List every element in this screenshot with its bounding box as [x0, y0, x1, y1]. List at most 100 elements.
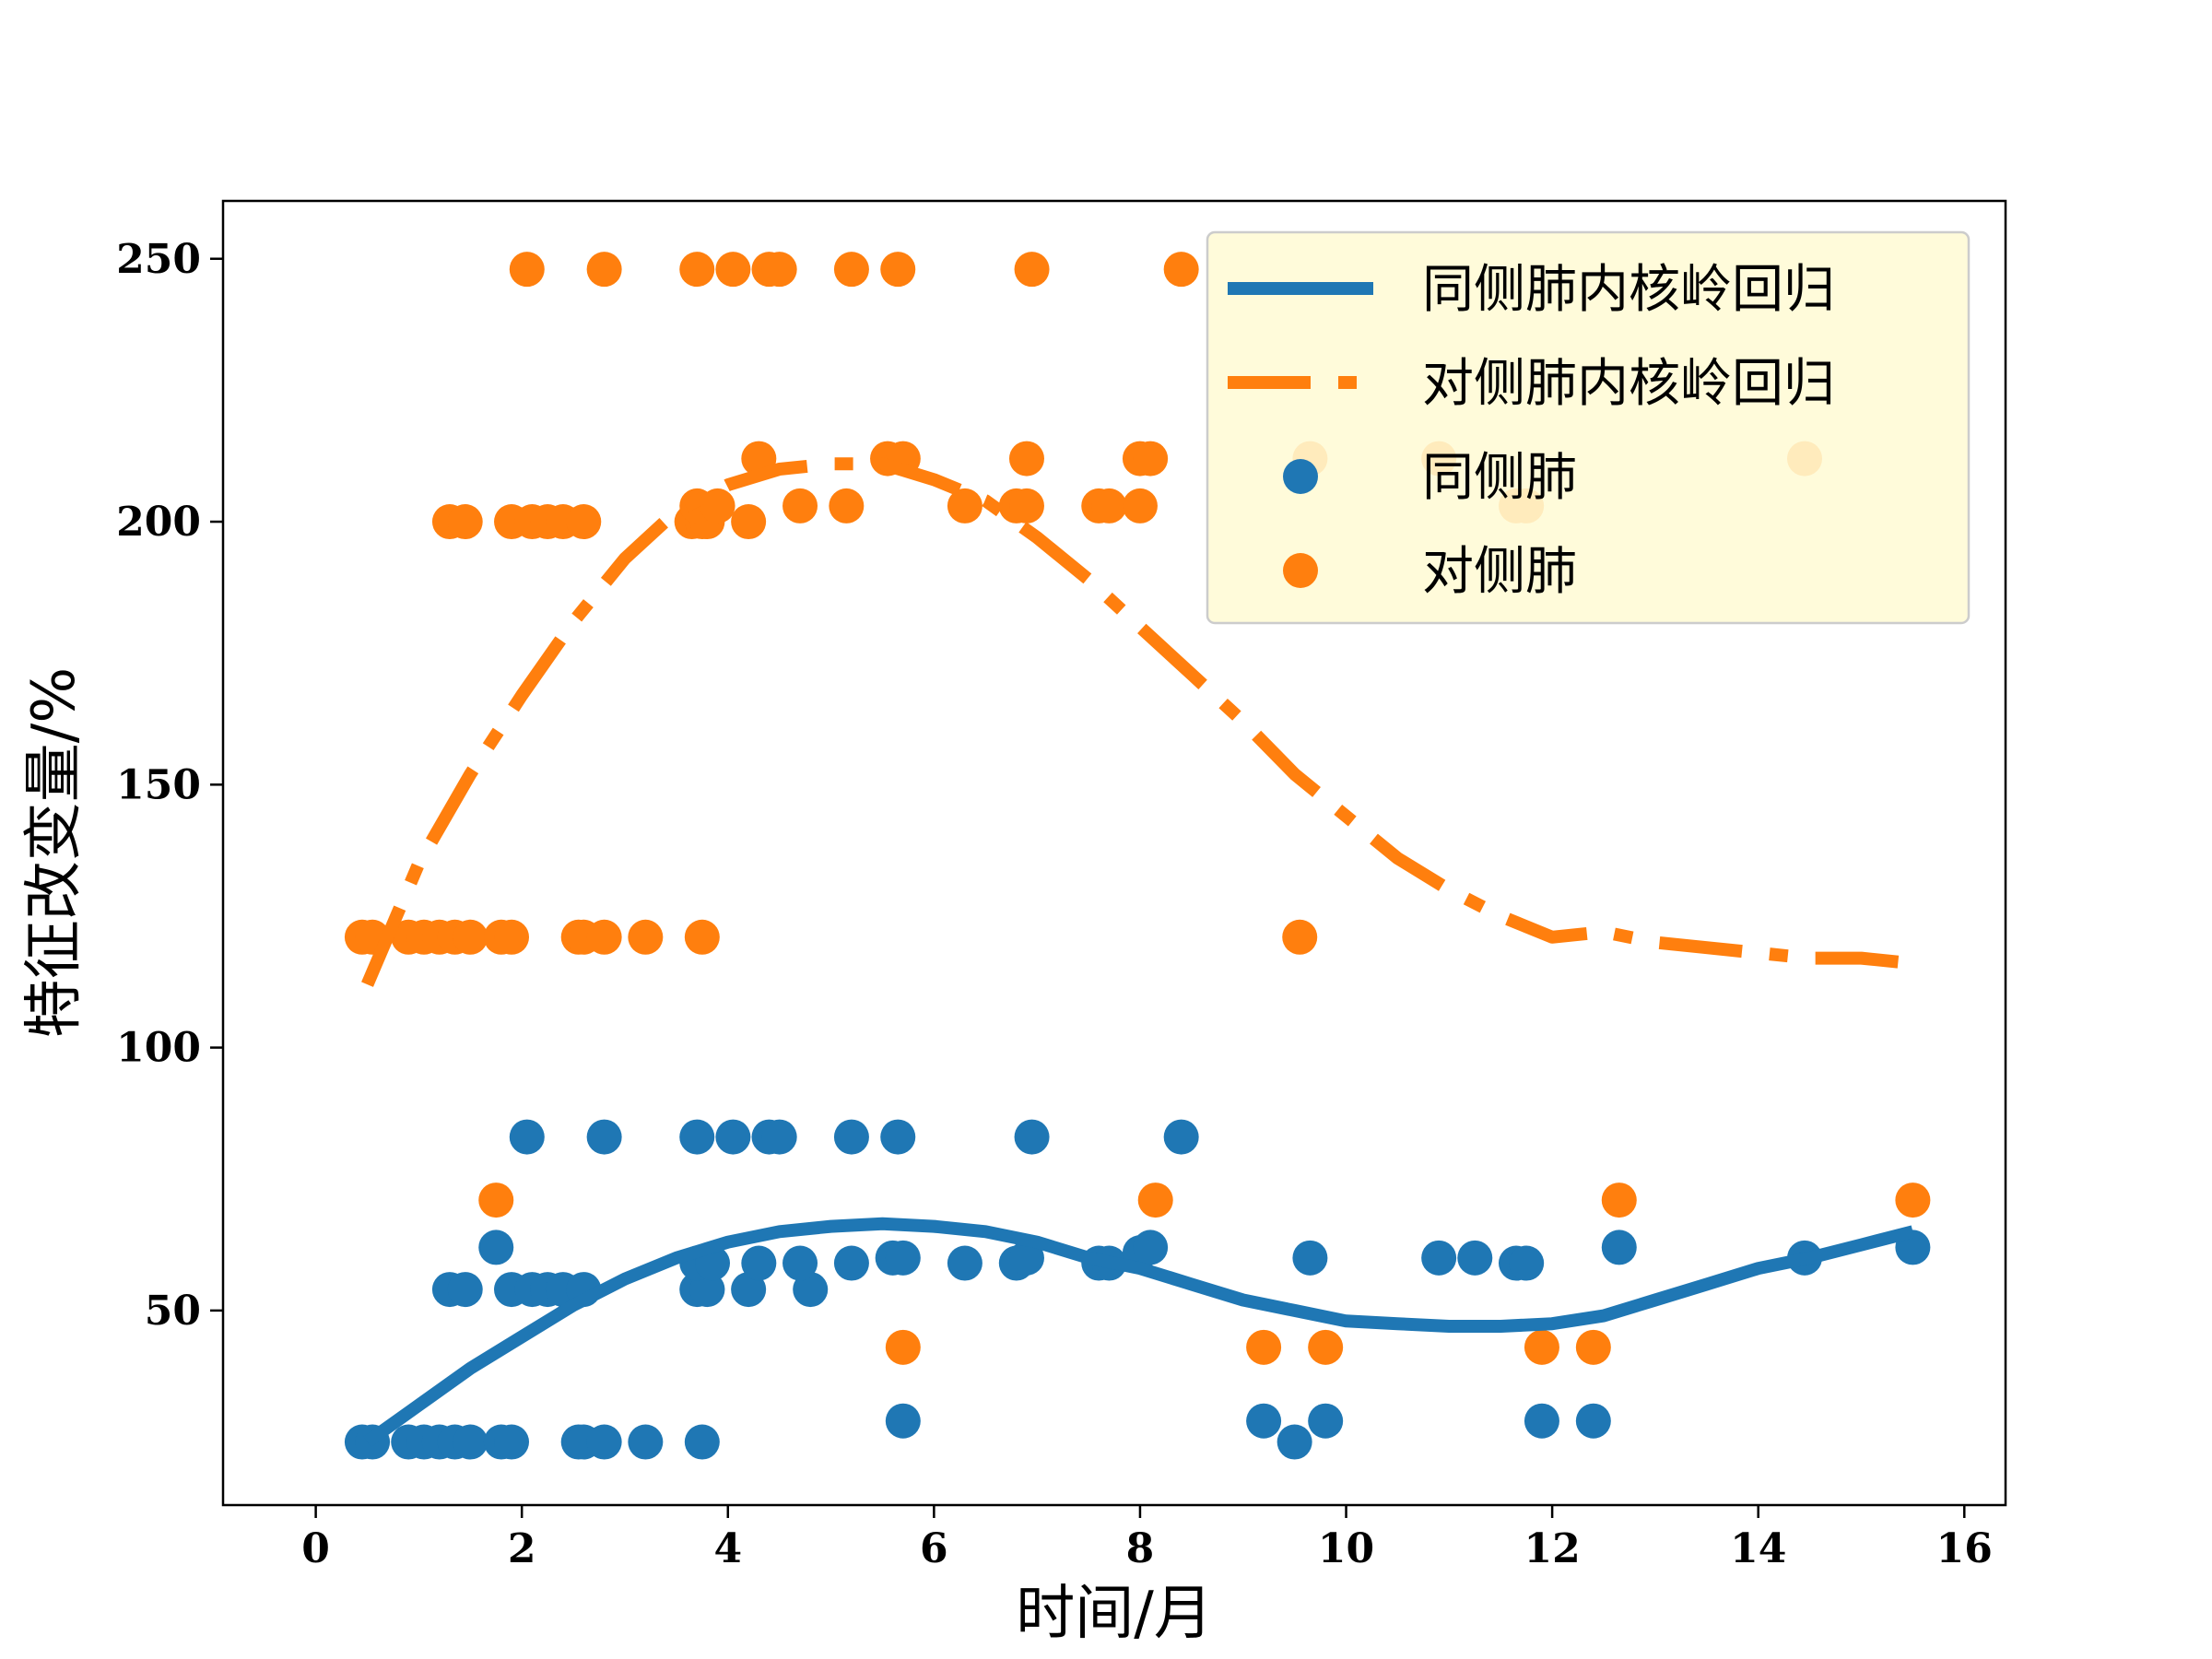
scatter-point	[1133, 441, 1169, 477]
y-tick-label: 200	[116, 499, 201, 546]
scatter-point	[1137, 1182, 1173, 1218]
scatter-point	[494, 919, 530, 955]
axis-ticks: 0 2 4 6 8 10 12 14 16 50 100 150 200 250	[116, 236, 1993, 1572]
scatter-point	[1524, 1329, 1559, 1365]
scatter-point	[1601, 1230, 1637, 1265]
x-tick-label: 2	[508, 1525, 536, 1572]
scatter-point	[689, 1272, 725, 1308]
axes-frame	[221, 199, 2007, 1507]
scatter-point	[478, 1182, 514, 1218]
scatter-point	[715, 1119, 751, 1155]
scatter-point	[1246, 1403, 1282, 1439]
scatter-point	[1895, 1182, 1931, 1218]
x-tick-label: 10	[1318, 1525, 1374, 1572]
scatter-point	[679, 252, 715, 288]
scatter-point	[1014, 1119, 1050, 1155]
scatter-point	[741, 1245, 777, 1281]
scatter-point	[880, 1119, 916, 1155]
scatter-point	[453, 1424, 488, 1460]
scatter-point	[679, 1119, 715, 1155]
scatter-point	[509, 252, 545, 288]
legend-label: 同侧肺	[1422, 448, 1577, 508]
regression-line-1	[363, 1217, 1915, 1448]
scatter-point	[1008, 441, 1044, 477]
scatter-point	[1163, 1119, 1199, 1155]
scatter-point	[833, 1119, 869, 1155]
scatter-point	[782, 488, 818, 524]
scatter-point	[586, 919, 622, 955]
scatter-point	[880, 252, 916, 288]
x-tick-label: 16	[1936, 1525, 1993, 1572]
scatter-point	[684, 1424, 720, 1460]
scatter-point	[1308, 1403, 1344, 1439]
scatter-point	[1509, 1245, 1545, 1281]
y-tick-label: 150	[116, 761, 201, 808]
scatter-point	[793, 1272, 829, 1308]
x-tick-label: 12	[1524, 1525, 1580, 1572]
scatter-point	[700, 488, 735, 524]
scatter-point	[829, 488, 865, 524]
plot-area	[344, 252, 1931, 1460]
scatter-point	[453, 919, 488, 955]
scatter-point	[1122, 488, 1158, 524]
scatter-point	[1277, 1424, 1312, 1460]
legend-swatch-marker	[1283, 553, 1318, 588]
scatter-point	[586, 1424, 622, 1460]
scatter-point	[1601, 1182, 1637, 1218]
scatter-point	[628, 919, 664, 955]
scatter-point	[1524, 1403, 1559, 1439]
scatter-point	[885, 1240, 921, 1276]
scatter-point	[586, 1119, 622, 1155]
x-tick-label: 0	[301, 1525, 330, 1572]
scatter-point	[833, 1245, 869, 1281]
scatter-point	[586, 252, 622, 288]
scatter-point	[1575, 1329, 1611, 1365]
scatter-point	[1008, 488, 1044, 524]
scatter-point	[1457, 1240, 1493, 1276]
legend-box	[1206, 230, 1971, 625]
x-axis-label: 时间/月	[1016, 1580, 1213, 1648]
scatter-point	[1575, 1403, 1611, 1439]
scatter-point	[947, 488, 982, 524]
scatter-point	[478, 1230, 514, 1265]
scatter-point	[1421, 1240, 1457, 1276]
y-axis-label: 特征改变量/%	[20, 667, 88, 1038]
scatter-point	[566, 504, 602, 540]
scatter-point	[1163, 252, 1199, 288]
regression-line-2	[361, 457, 1914, 987]
x-tick-label: 6	[920, 1525, 948, 1572]
x-tick-label: 4	[713, 1525, 742, 1572]
scatter-point	[1292, 1240, 1328, 1276]
legend-label: 同侧肺内核岭回归	[1422, 260, 1835, 320]
scatter-point	[833, 252, 869, 288]
scatter-point	[1246, 1329, 1282, 1365]
scatter-point	[509, 1119, 545, 1155]
scatter-point	[947, 1245, 982, 1281]
scatter-point	[1308, 1329, 1344, 1365]
scatter-point	[782, 1245, 818, 1281]
scatter-point	[761, 1119, 797, 1155]
scatter-point	[684, 919, 720, 955]
scatter-point	[447, 504, 483, 540]
scatter-point	[447, 1272, 483, 1308]
y-tick-label: 250	[116, 236, 201, 283]
scatter-point	[1014, 252, 1050, 288]
scatter-point	[731, 1272, 767, 1308]
scatter-point	[1091, 488, 1127, 524]
scatter-point	[1133, 1230, 1169, 1265]
scatter-point	[494, 1424, 530, 1460]
legend-label: 对侧肺	[1422, 542, 1577, 602]
scatter-point	[1282, 919, 1318, 955]
scatter-point	[761, 252, 797, 288]
legend-swatch-marker	[1283, 459, 1318, 494]
scatter-point	[731, 504, 767, 540]
scatter-point	[1008, 1240, 1044, 1276]
scatter-point	[628, 1424, 664, 1460]
x-tick-label: 14	[1730, 1525, 1786, 1572]
scatter-point	[885, 1403, 921, 1439]
scatter-point	[885, 1329, 921, 1365]
legend-label: 对侧肺内核岭回归	[1422, 354, 1835, 414]
scatter-point	[715, 252, 751, 288]
